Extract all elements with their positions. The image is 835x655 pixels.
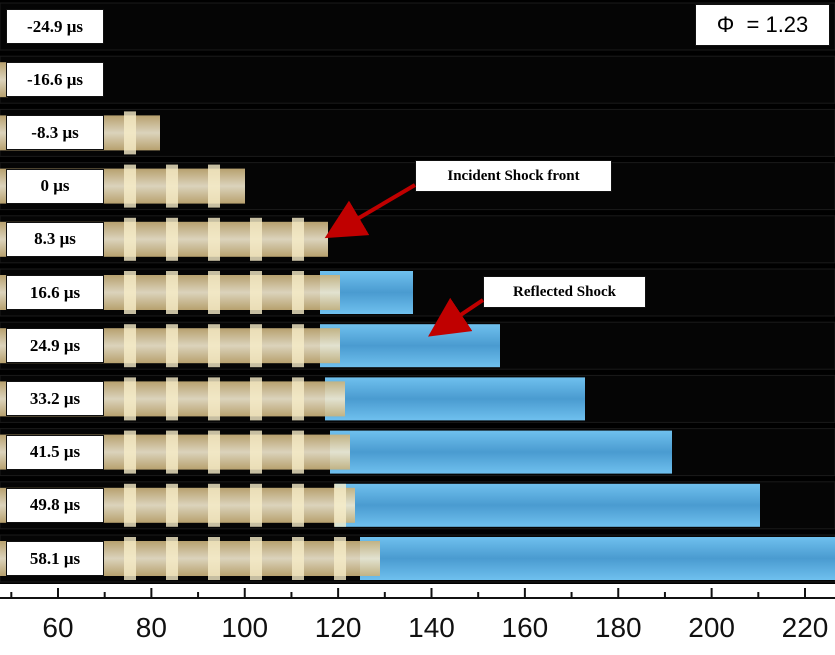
obstacle [208,377,220,421]
obstacle [166,377,178,421]
obstacle [292,324,304,368]
obstacle [250,217,262,261]
frame-strip [0,481,835,530]
obstacle [166,164,178,208]
image-strips [0,2,835,583]
time-label: 24.9 μs [6,328,104,364]
x-tick-label: 180 [594,612,642,643]
time-label: 58.1 μs [6,541,104,576]
obstacle [208,164,220,208]
frame-strip [0,321,835,370]
obstacle [124,430,136,474]
obstacle [292,430,304,474]
frame-strip [0,55,835,104]
obstacle [124,483,136,527]
obstacle [250,271,262,314]
obstacle [292,377,304,421]
frame-strip [0,428,835,477]
obstacle [166,271,178,314]
obstacle [250,324,262,368]
x-tick-label: 200 [688,612,735,643]
frame-strip [0,108,835,157]
obstacle [124,217,136,261]
obstacle [124,271,136,314]
frame-strip [0,268,835,317]
obstacle [166,217,178,261]
obstacle [250,537,262,580]
x-tick-label: 120 [314,612,362,643]
obstacle [166,483,178,527]
frame-strip [0,534,835,583]
shock-region [325,377,585,421]
time-label: -24.9 μs [6,9,104,44]
shock-region [330,430,672,474]
obstacle [208,537,220,580]
obstacle [208,271,220,314]
obstacle [124,324,136,368]
obstacle [208,483,220,527]
obstacle [166,430,178,474]
obstacle [292,271,304,314]
reflected-shock-callout: Reflected Shock [483,276,646,308]
shock-region [320,324,500,368]
frame-strip [0,215,835,264]
time-label: 8.3 μs [6,221,104,257]
obstacle [208,324,220,368]
obstacle [250,483,262,527]
flame-region [0,62,8,98]
obstacle [250,430,262,474]
shock-region [335,483,760,527]
obstacle [292,537,304,580]
incident-shock-callout: Incident Shock front [415,160,612,192]
x-tick-label: 80 [135,612,167,643]
obstacle [124,377,136,421]
obstacle [292,483,304,527]
time-label: 49.8 μs [6,487,104,523]
x-tick-label: 160 [501,612,549,643]
time-label: 33.2 μs [6,381,104,417]
time-label: 0 μs [6,168,104,204]
frame-strip [0,374,835,423]
time-label: -8.3 μs [6,115,104,151]
time-label: -16.6 μs [6,62,104,98]
obstacle [208,430,220,474]
x-tick-label: 140 [408,612,455,643]
obstacle [166,537,178,580]
obstacle [208,217,220,261]
obstacle [292,217,304,261]
x-tick-label: 100 [221,612,269,643]
time-label: 16.6 μs [6,275,104,310]
time-label: 41.5 μs [6,434,104,470]
obstacle [124,164,136,208]
obstacle [124,111,136,155]
x-tick-label: 220 [781,612,829,643]
obstacle [334,483,346,527]
shock-region [360,537,835,580]
phi-label: Φ = 1.23 [695,4,830,46]
obstacle [250,377,262,421]
obstacle [334,537,346,580]
obstacle [124,537,136,580]
x-tick-label: 60 [42,612,74,643]
obstacle [166,324,178,368]
